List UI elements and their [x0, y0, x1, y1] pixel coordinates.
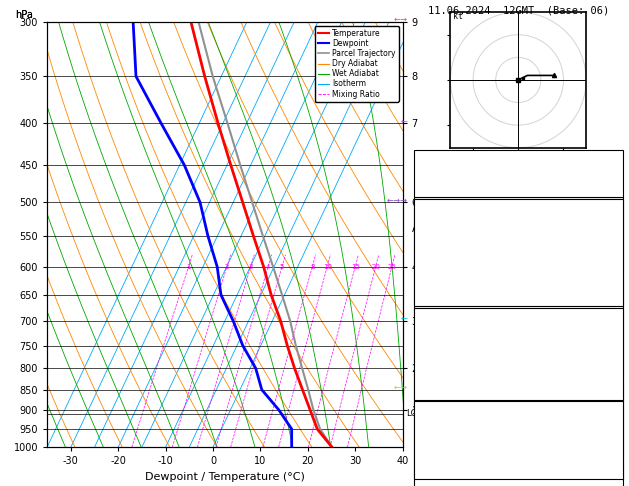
Text: θₑ (K): θₑ (K)	[418, 340, 453, 350]
Text: Lifted Index: Lifted Index	[418, 261, 488, 271]
Text: 20: 20	[371, 264, 380, 270]
Text: 15: 15	[351, 264, 360, 270]
Text: PW (cm): PW (cm)	[418, 183, 459, 193]
Text: K: K	[418, 153, 423, 163]
Text: Totals Totals: Totals Totals	[418, 168, 494, 178]
Text: 282°: 282°	[596, 449, 619, 459]
X-axis label: Dewpoint / Temperature (°C): Dewpoint / Temperature (°C)	[145, 472, 305, 482]
Text: ←→→: ←→→	[387, 195, 408, 204]
Text: 1002: 1002	[596, 325, 619, 335]
Text: θₑ(K): θₑ(K)	[418, 246, 447, 256]
Text: ←→: ←→	[394, 382, 408, 392]
Text: Lifted Index: Lifted Index	[418, 355, 488, 365]
Text: 332: 332	[601, 340, 619, 350]
Text: 41: 41	[607, 418, 619, 429]
Text: Most Unstable: Most Unstable	[480, 310, 557, 320]
Text: Surface: Surface	[498, 201, 539, 211]
Text: Hodograph: Hodograph	[492, 403, 545, 414]
Text: Temp (°C): Temp (°C)	[418, 216, 470, 226]
Text: ←: ←	[401, 117, 408, 125]
Text: ←: ←	[401, 314, 408, 323]
Text: 3: 3	[248, 264, 253, 270]
Text: 16.6: 16.6	[596, 231, 619, 241]
Text: CIN (J): CIN (J)	[418, 385, 459, 395]
Text: 245: 245	[601, 276, 619, 286]
Text: 5: 5	[280, 264, 284, 270]
Text: 8: 8	[310, 264, 314, 270]
Text: Pressure (mb): Pressure (mb)	[418, 325, 494, 335]
Text: 332: 332	[601, 246, 619, 256]
Text: 74: 74	[607, 291, 619, 301]
Text: 25.1: 25.1	[596, 216, 619, 226]
Text: EH: EH	[418, 418, 430, 429]
Text: CAPE (J): CAPE (J)	[418, 276, 465, 286]
Text: 46: 46	[607, 168, 619, 178]
Text: 10: 10	[323, 264, 331, 270]
Text: 25: 25	[387, 264, 396, 270]
Text: 11.06.2024  12GMT  (Base: 06): 11.06.2024 12GMT (Base: 06)	[428, 6, 609, 16]
Text: 1: 1	[186, 264, 191, 270]
Y-axis label: km
ASL: km ASL	[411, 213, 430, 235]
Text: © weatheronline.co.uk: © weatheronline.co.uk	[466, 472, 571, 481]
Text: 2: 2	[225, 264, 229, 270]
Text: hPa: hPa	[15, 10, 33, 20]
Text: 2.77: 2.77	[596, 183, 619, 193]
Text: 74: 74	[607, 385, 619, 395]
Legend: Temperature, Dewpoint, Parcel Trajectory, Dry Adiabat, Wet Adiabat, Isotherm, Mi: Temperature, Dewpoint, Parcel Trajectory…	[314, 26, 399, 102]
Text: kt: kt	[453, 12, 463, 21]
Text: -1: -1	[607, 355, 619, 365]
Text: SREH: SREH	[418, 434, 441, 444]
Text: StmDir: StmDir	[418, 449, 453, 459]
Text: ←→: ←→	[394, 15, 408, 24]
Text: 19: 19	[607, 464, 619, 474]
Text: CAPE (J): CAPE (J)	[418, 370, 465, 380]
Text: Mixing Ratio (g/kg): Mixing Ratio (g/kg)	[422, 203, 431, 283]
Text: 245: 245	[601, 370, 619, 380]
Text: Dewp (°C): Dewp (°C)	[418, 231, 470, 241]
Text: LCL: LCL	[406, 409, 421, 418]
Text: hPa: hPa	[15, 10, 33, 20]
Text: CIN (J): CIN (J)	[418, 291, 459, 301]
Text: StmSpd (kt): StmSpd (kt)	[418, 464, 482, 474]
Text: 17: 17	[607, 153, 619, 163]
Text: 120: 120	[601, 434, 619, 444]
Text: -1: -1	[607, 261, 619, 271]
Text: 4: 4	[266, 264, 270, 270]
